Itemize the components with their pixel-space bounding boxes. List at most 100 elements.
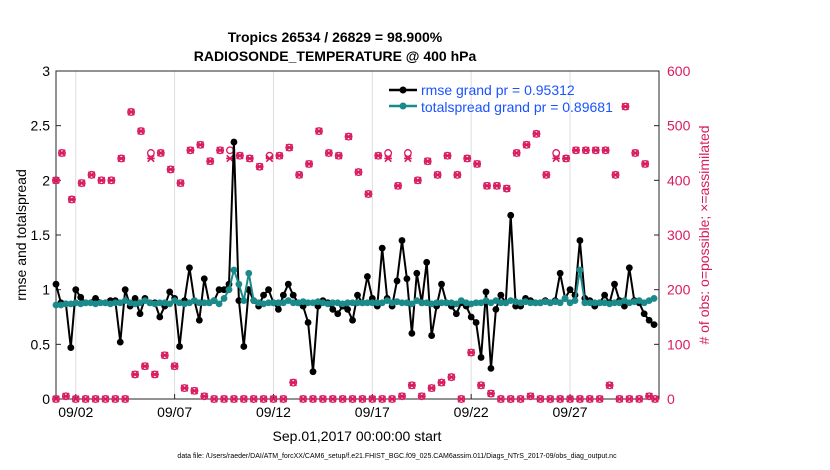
- obs-low-assimilated-marker: [210, 395, 218, 403]
- rmse-point: [265, 286, 272, 294]
- totalspread-point: [438, 299, 445, 307]
- obs-low-assimilated-marker: [62, 392, 70, 401]
- obs-assimilated-marker: [582, 146, 590, 155]
- obs-assimilated-marker: [542, 171, 551, 179]
- obs-assimilated-marker: [512, 149, 521, 157]
- obs-assimilated-marker: [137, 127, 145, 135]
- obs-low-assimilated-marker: [487, 389, 495, 398]
- obs-assimilated-marker: [601, 146, 610, 155]
- obs-low-assimilated-marker: [651, 395, 659, 403]
- rmse-point: [428, 332, 436, 339]
- left-tick-label: 0: [42, 391, 50, 407]
- totalspread-point: [363, 299, 371, 307]
- obs-assimilated-marker: [58, 149, 66, 157]
- totalspread-point: [368, 299, 376, 307]
- obs-assimilated-marker: [433, 171, 442, 179]
- obs-low-assimilated-marker: [230, 395, 238, 403]
- totalspread-point: [408, 300, 416, 308]
- totalspread-point: [344, 299, 352, 307]
- left-tick-label: 1: [42, 282, 50, 298]
- totalspread-point: [349, 299, 356, 307]
- obs-assimilated-marker: [572, 146, 580, 155]
- rmse-point: [640, 310, 648, 318]
- obs-low-assimilated-marker: [111, 395, 120, 403]
- obs-low-assimilated-marker: [516, 395, 525, 403]
- totalspread-point: [235, 280, 243, 288]
- obs-assimilated-marker: [394, 182, 402, 190]
- obs-low-assimilated-marker: [170, 362, 179, 370]
- x-tick-label: 09/17: [355, 404, 390, 420]
- rmse-point: [309, 368, 317, 376]
- obs-low-assimilated-marker: [240, 395, 248, 403]
- totalspread-point: [418, 299, 426, 307]
- right-tick-label: 0: [667, 391, 675, 407]
- grid-lines: [75, 71, 571, 399]
- obs-assimilated-marker: [522, 141, 531, 149]
- rmse-point: [72, 286, 80, 294]
- obs-assimilated-marker: [196, 141, 205, 149]
- obs-possible-marker: [552, 149, 561, 157]
- rmse-point: [195, 316, 203, 324]
- left-tick-label: 2: [42, 172, 50, 188]
- obs-assimilated-marker: [334, 151, 343, 160]
- obs-low-assimilated-marker: [91, 395, 100, 403]
- obs-assimilated-marker: [532, 130, 541, 138]
- rmse-point: [650, 321, 658, 329]
- obs-low-assimilated-marker: [595, 395, 604, 403]
- totalspread-point: [97, 299, 104, 307]
- totalspread-point: [304, 299, 312, 307]
- obs-assimilated-marker: [325, 149, 333, 157]
- obs-assimilated-marker: [295, 171, 303, 179]
- totalspread-point: [225, 286, 233, 294]
- rmse-point: [230, 138, 238, 146]
- obs-low-assimilated-marker: [635, 395, 644, 403]
- obs-low-assimilated-marker: [546, 395, 555, 403]
- legend-rmse-label: rmse grand pr = 0.95312: [421, 82, 575, 98]
- footnote: data file: /Users/raeder/DAI/ATM_forcXX/…: [177, 453, 617, 460]
- obs-low-assimilated-marker: [338, 395, 347, 403]
- totalspread-point: [156, 299, 164, 307]
- obs-assimilated-marker: [374, 151, 383, 160]
- rmse-point: [482, 288, 490, 296]
- totalspread-point: [195, 299, 203, 307]
- obs-assimilated-marker: [147, 154, 155, 163]
- obs-assimilated-marker: [364, 190, 373, 198]
- rmse-point: [413, 269, 421, 277]
- obs-low-assimilated-marker: [566, 395, 574, 403]
- obs-assimilated-marker: [245, 154, 254, 163]
- rmse-point: [279, 291, 287, 299]
- x-tick-label: 09/02: [58, 404, 93, 420]
- left-tick-label: 0.5: [31, 336, 51, 352]
- rmse-point: [215, 286, 223, 294]
- obs-low-assimilated-marker: [447, 373, 456, 381]
- rmse-point: [625, 264, 633, 272]
- rmse-point: [423, 258, 431, 266]
- totalspread-point: [581, 299, 589, 307]
- obs-assimilated-marker: [562, 154, 570, 163]
- left-tick-label: 3: [42, 63, 50, 79]
- obs-assimilated-marker: [463, 154, 472, 163]
- totalspread-point: [82, 299, 90, 307]
- rmse-point: [601, 291, 609, 299]
- obs-low-assimilated-marker: [299, 395, 307, 403]
- obs-low-assimilated-marker: [437, 378, 446, 387]
- rmse-point: [67, 344, 75, 352]
- x-tick-label: 09/07: [157, 404, 192, 420]
- obs-low-assimilated-marker: [378, 395, 387, 403]
- totalspread-point: [591, 299, 599, 307]
- obs-assimilated-marker: [206, 157, 215, 165]
- obs-assimilated-marker: [87, 171, 96, 179]
- rmse-point: [166, 288, 174, 296]
- obs-assimilated-marker: [285, 143, 294, 152]
- totalspread-point: [596, 299, 604, 307]
- rmse-point: [645, 316, 653, 324]
- obs-assimilated-marker: [186, 146, 195, 155]
- rmse-point: [304, 319, 312, 326]
- obs-low-assimilated-marker: [506, 395, 515, 403]
- rmse-point: [334, 310, 342, 318]
- totalspread-point: [472, 299, 480, 307]
- rmse-point: [220, 286, 228, 294]
- totalspread-point: [354, 299, 361, 307]
- obs-assimilated-marker: [473, 160, 481, 168]
- rmse-point: [363, 273, 371, 280]
